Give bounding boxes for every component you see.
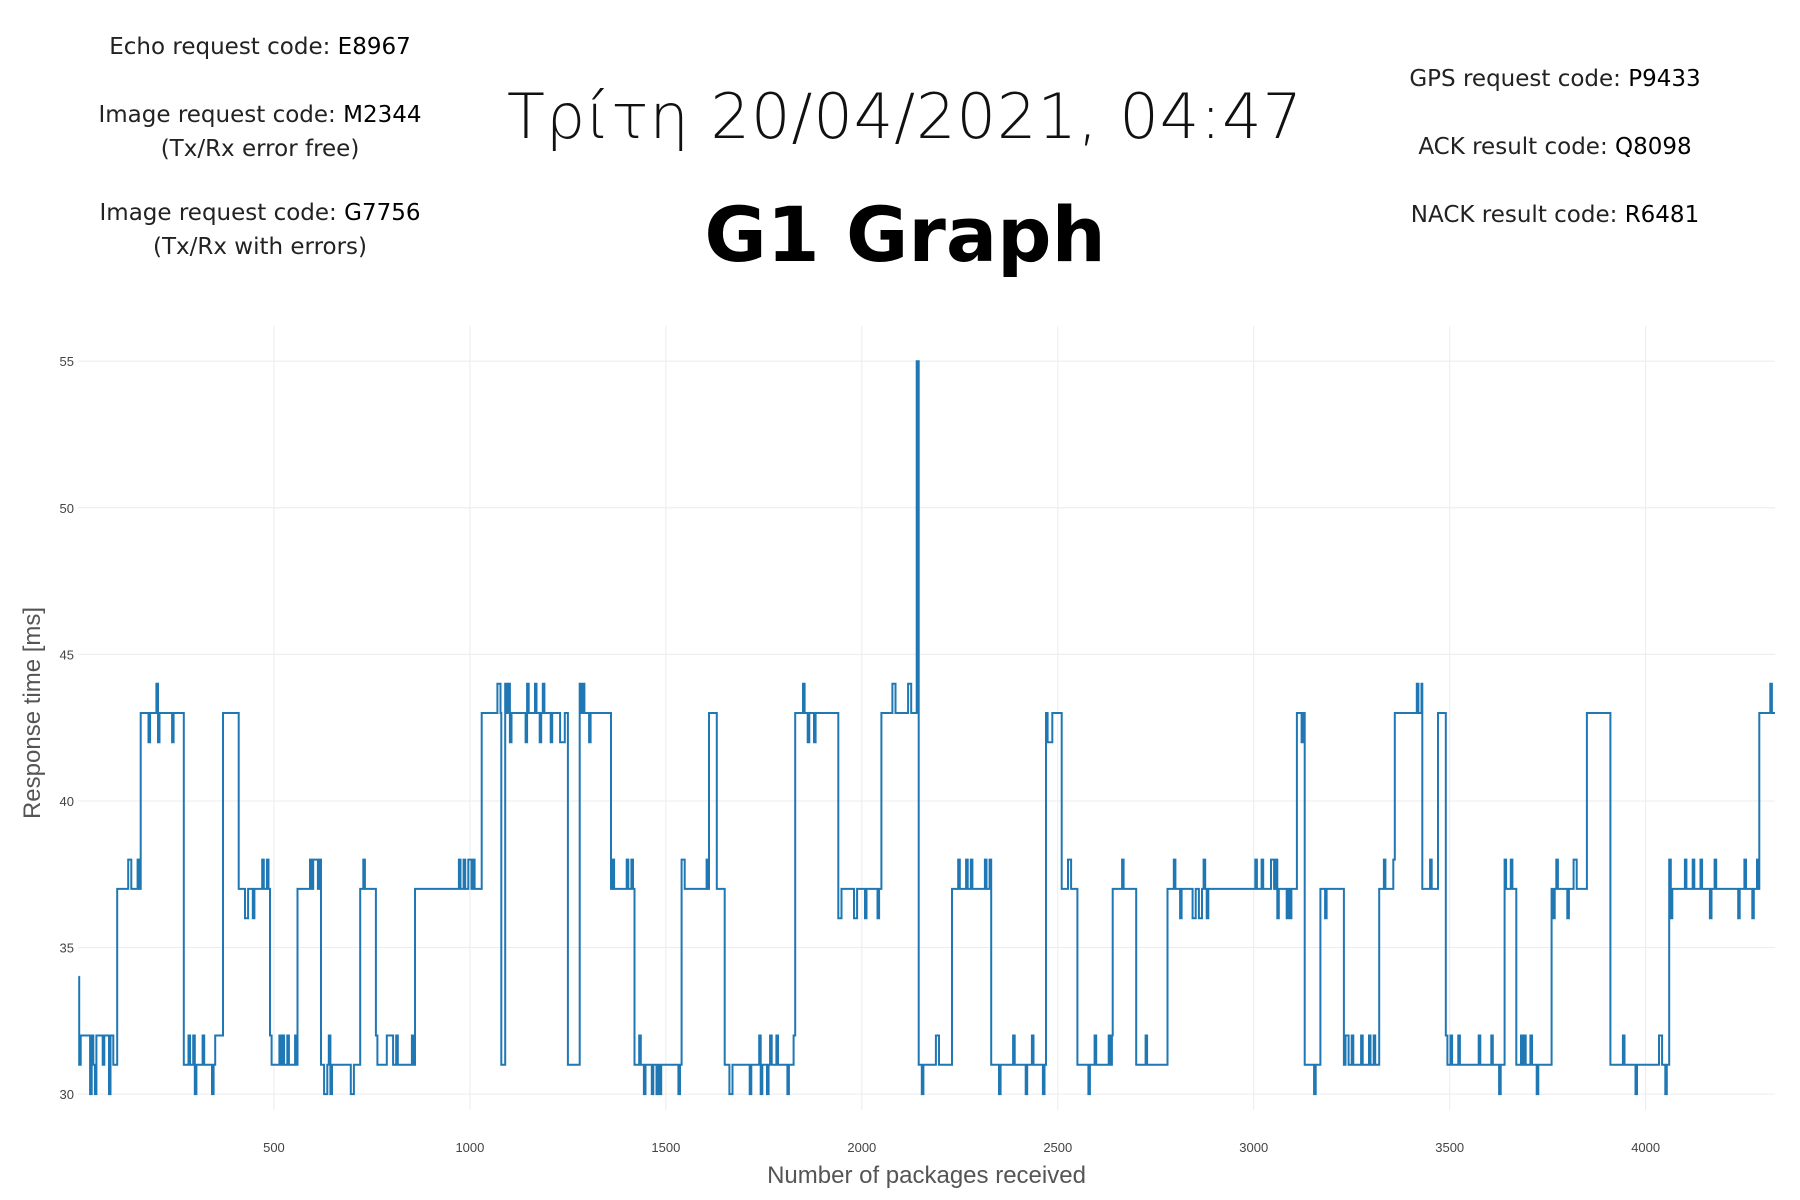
y-axis-ticks: 30 35 40 45 50 55 [60,354,74,1102]
image-request-label: Image request code: [98,102,336,128]
ack-result-code: ACK result code: Q8098 [1330,130,1780,164]
y-tick-label: 35 [60,941,74,956]
image-request-value: M2344 [343,102,422,128]
image-request-code-error-free: Image request code: M2344 (Tx/Rx error f… [40,98,480,166]
y-tick-label: 55 [60,354,74,369]
x-tick-label: 2500 [1043,1140,1072,1155]
ack-result-value: Q8098 [1615,134,1692,160]
date-heading: Τρίτη 20/04/2021, 04:47 [506,80,1303,153]
x-tick-label: 2000 [847,1140,876,1155]
x-tick-label: 3500 [1435,1140,1464,1155]
echo-request-value: E8967 [337,34,411,60]
image-request-code-with-errors: Image request code: G7756 (Tx/Rx with er… [40,196,480,264]
x-tick-label: 3000 [1239,1140,1268,1155]
x-tick-label: 1000 [455,1140,484,1155]
image-request-label: Image request code: [99,200,337,226]
ack-result-label: ACK result code: [1418,134,1608,160]
gps-request-code: GPS request code: P9433 [1330,62,1780,96]
nack-result-value: R6481 [1624,202,1700,228]
series-line [78,360,1775,1096]
y-tick-label: 40 [60,794,74,809]
y-tick-label: 50 [60,501,74,516]
nack-result-label: NACK result code: [1410,202,1618,228]
nack-result-code: NACK result code: R6481 [1330,198,1780,232]
image-request-note: (Tx/Rx error free) [160,136,360,162]
image-request-value: G7756 [344,200,421,226]
image-request-note: (Tx/Rx with errors) [152,234,368,260]
x-axis-title: Number of packages received [767,1162,1086,1189]
echo-request-code: Echo request code: E8967 [40,30,480,64]
x-tick-label: 1500 [651,1140,680,1155]
gps-request-label: GPS request code: [1409,66,1621,92]
echo-request-label: Echo request code: [109,34,331,60]
gps-request-value: P9433 [1628,66,1701,92]
grid-lines [78,326,1775,1110]
y-tick-label: 30 [60,1087,74,1102]
x-tick-label: 4000 [1631,1140,1660,1155]
x-axis-ticks: 500 1000 1500 2000 2500 3000 3500 4000 [263,1140,1660,1155]
response-time-chart: 500 1000 1500 2000 2500 3000 3500 4000 30 35 40 45… [19,326,1775,1189]
left-info-panel: Echo request code: E8967 Image request c… [40,30,480,294]
x-tick-label: 500 [263,1140,285,1155]
right-info-panel: GPS request code: P9433 ACK result code:… [1330,62,1780,266]
y-axis-title: Response time [ms] [19,607,46,819]
y-tick-label: 45 [60,647,74,662]
chart-title: G1 Graph [704,190,1106,279]
